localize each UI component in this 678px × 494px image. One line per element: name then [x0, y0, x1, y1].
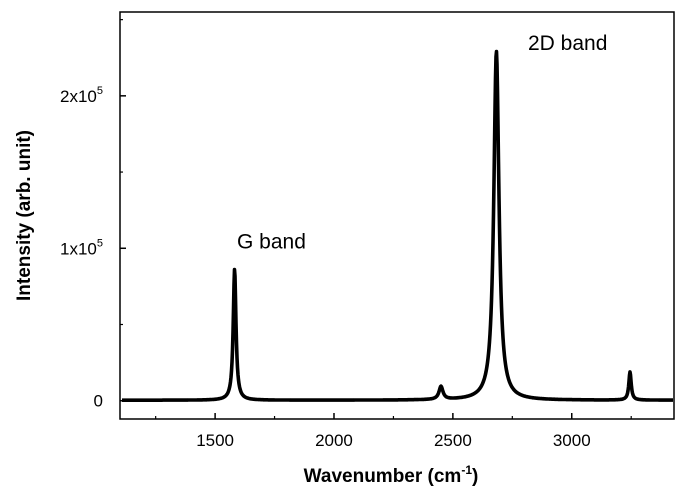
plot-frame — [119, 11, 675, 420]
x-tick-label: 2000 — [315, 431, 353, 450]
annotation-label: G band — [237, 230, 306, 253]
y-tick-label: 2x105 — [60, 85, 103, 106]
y-tick-exponent: 5 — [97, 85, 103, 97]
annotations: G band 2D band — [237, 32, 607, 253]
spectrum-line — [120, 49, 675, 402]
y-tick-mantissa: 1x10 — [60, 239, 97, 258]
x-tick-label: 3000 — [553, 431, 591, 450]
y-axis-title: Intensity (arb. unit) — [14, 130, 35, 301]
axis-ticks — [120, 19, 632, 419]
y-tick-exponent: 5 — [97, 237, 103, 249]
annotation-label: 2D band — [528, 32, 607, 55]
x-tick-label: 2500 — [434, 431, 472, 450]
x-tick-label: 1500 — [196, 431, 234, 450]
y-tick-label: 0 — [94, 392, 103, 411]
y-tick-mantissa: 2x10 — [60, 87, 97, 106]
y-tick-label: 1x105 — [60, 237, 103, 258]
x-axis-title: Wavenumber (cm-1) — [304, 463, 479, 487]
